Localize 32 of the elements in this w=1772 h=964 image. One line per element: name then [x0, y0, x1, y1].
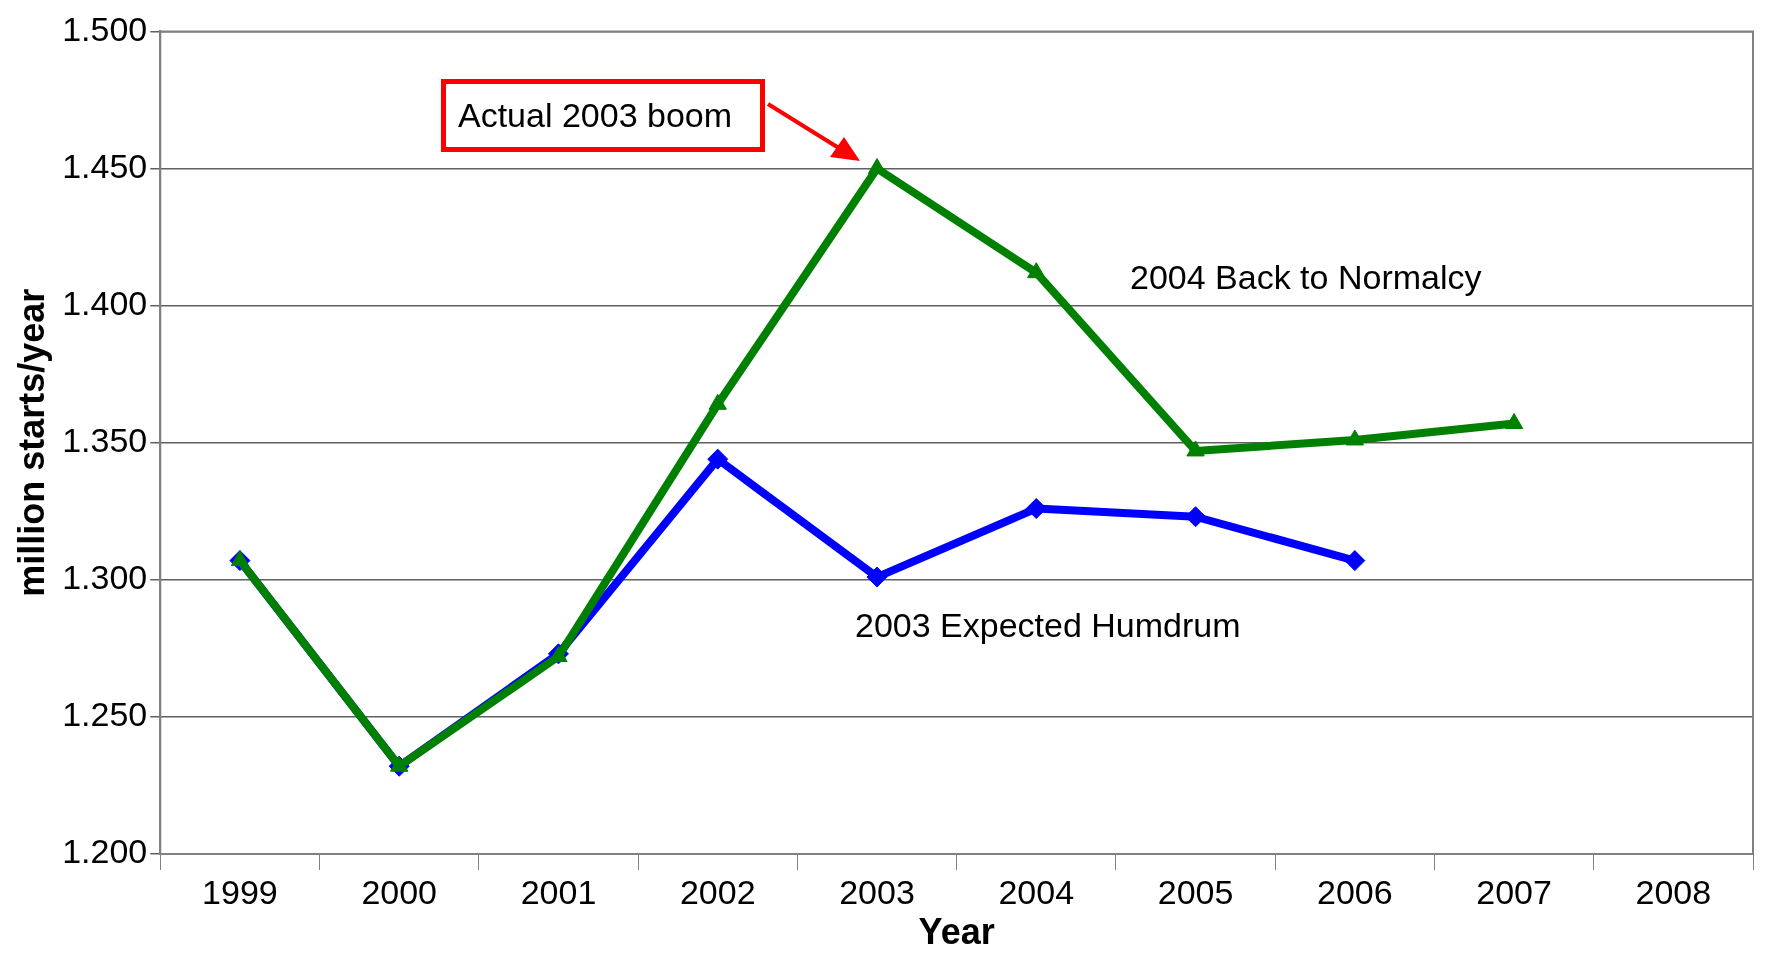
point: [1504, 413, 1524, 430]
x-tick-label: 2003: [839, 872, 915, 911]
y-tick-label: 1.450: [62, 146, 148, 185]
annotation: 2004 Back to Normalcy: [1130, 258, 1482, 297]
y-tick-label: 1.500: [62, 9, 148, 48]
x-tick-label: 2007: [1476, 872, 1552, 911]
y-tick-label: 1.300: [62, 558, 148, 597]
x-tick-label: 1999: [202, 872, 278, 911]
annotation: Actual 2003 boom: [441, 79, 766, 152]
point: [230, 550, 250, 567]
point: [1344, 550, 1366, 572]
x-tick-label: 2002: [679, 872, 756, 911]
y-tick-label: 1.250: [62, 695, 148, 734]
point: [866, 566, 888, 588]
y-tick-label: 1.400: [62, 283, 148, 322]
point: [708, 393, 727, 410]
x-tick-label: 2004: [998, 872, 1075, 911]
x-tick-label: 2000: [361, 872, 438, 911]
point: [1185, 506, 1207, 528]
y-tick-label: 1.350: [62, 421, 148, 460]
x-tick-label: 2006: [1317, 872, 1393, 911]
point: [1027, 262, 1046, 279]
point: [707, 448, 729, 470]
y-axis-title: million starts/year: [10, 288, 52, 597]
x-axis-title: Year: [918, 911, 995, 953]
x-tick-label: 2008: [1635, 872, 1712, 911]
x-tick-label: 2005: [1157, 872, 1234, 911]
point: [1345, 429, 1364, 446]
point: [1186, 440, 1205, 457]
y-tick-label: 1.200: [62, 832, 148, 871]
annotation: 2003 Expected Humdrum: [855, 606, 1241, 645]
x-tick-label: 2001: [520, 872, 597, 911]
